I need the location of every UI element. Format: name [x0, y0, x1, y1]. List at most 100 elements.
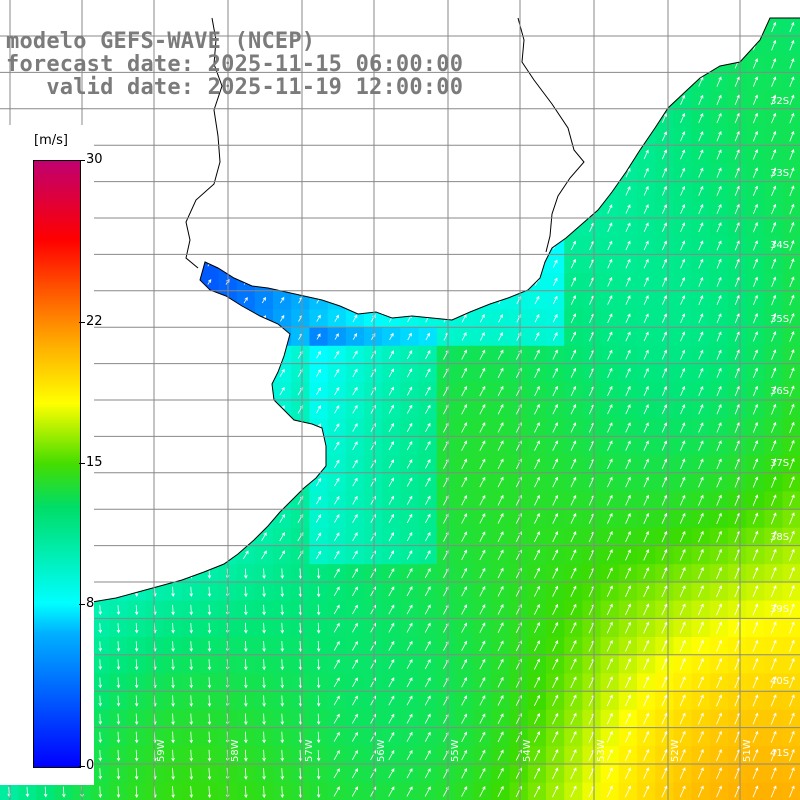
wind-arrow	[679, 621, 686, 634]
wind-arrow	[680, 276, 686, 287]
wind-arrow	[333, 749, 340, 761]
wind-arrow	[424, 567, 431, 579]
wind-arrow	[607, 422, 613, 433]
speed-cell	[418, 582, 438, 602]
wind-arrow	[789, 130, 795, 142]
wind-arrow	[552, 332, 558, 341]
wind-arrow	[424, 731, 431, 742]
speed-cell	[455, 473, 474, 492]
speed-cell	[309, 546, 329, 565]
wind-arrow	[643, 295, 649, 305]
wind-arrow	[461, 422, 468, 433]
wind-arrow	[625, 512, 631, 524]
wind-arrow	[716, 658, 722, 670]
speed-cell	[473, 655, 492, 674]
wind-arrow	[570, 494, 577, 506]
wind-arrow	[734, 149, 740, 160]
wind-arrow	[534, 385, 540, 397]
speed-cell	[527, 582, 547, 602]
wind-arrow	[734, 167, 740, 178]
wind-arrow	[734, 131, 740, 142]
wind-arrow	[771, 167, 777, 178]
river-border-east	[517, 17, 585, 253]
wind-arrow	[752, 676, 759, 689]
wind-arrow	[716, 639, 722, 652]
wind-arrow	[316, 405, 322, 414]
speed-cell	[491, 455, 511, 474]
wind-arrow	[389, 332, 394, 341]
coastline-main	[0, 17, 800, 621]
speed-cell	[527, 709, 547, 729]
longitude-label: 51W	[742, 739, 753, 762]
longitude-label: 52W	[670, 739, 681, 762]
wind-arrow	[424, 768, 431, 779]
wind-arrow	[315, 496, 322, 505]
speed-cell	[509, 691, 529, 711]
speed-cell	[564, 655, 583, 674]
speed-cell	[527, 491, 547, 511]
speed-cell	[782, 782, 800, 800]
wind-arrow	[352, 568, 358, 578]
wind-arrow	[789, 603, 795, 616]
speed-cell	[327, 309, 347, 329]
wind-arrow	[171, 767, 175, 780]
wind-arrow	[716, 295, 722, 305]
wind-arrow	[315, 532, 322, 541]
speed-cell	[327, 655, 347, 674]
wind-arrow	[406, 786, 413, 797]
wind-arrow	[789, 258, 795, 269]
wind-arrow	[771, 385, 777, 397]
speed-cell	[291, 509, 310, 529]
wind-arrow	[243, 296, 248, 304]
speed-cell	[473, 509, 492, 529]
wind-arrow	[98, 641, 103, 652]
speed-cell	[382, 637, 401, 656]
wind-arrow	[789, 331, 795, 342]
wind-arrow	[661, 694, 668, 707]
wind-arrow	[461, 313, 467, 323]
speed-cell	[455, 527, 474, 547]
wind-arrow	[406, 459, 413, 469]
wind-arrow	[388, 404, 394, 414]
wind-arrow	[43, 786, 48, 798]
speed-cell	[546, 382, 565, 401]
wind-arrow	[461, 476, 468, 488]
wind-arrow	[552, 313, 558, 323]
wind-arrow	[752, 494, 759, 506]
colorbar-unit: [m/s]	[34, 133, 68, 148]
wind-arrow	[679, 530, 686, 543]
wind-arrow	[425, 350, 431, 360]
wind-arrow	[752, 767, 759, 780]
title-forecast-date: forecast date: 2025-11-15 06:00:00	[6, 52, 464, 77]
speed-cell	[455, 382, 474, 401]
speed-cell	[509, 473, 529, 492]
speed-cell	[382, 746, 401, 765]
wind-arrow	[479, 713, 486, 724]
wind-arrow	[680, 131, 686, 142]
speed-cell	[382, 764, 401, 784]
speed-cell	[364, 400, 383, 420]
speed-cell	[582, 254, 602, 274]
speed-cell	[564, 618, 583, 638]
wind-arrow	[552, 767, 559, 780]
wind-arrow	[789, 349, 795, 361]
speed-cell	[509, 491, 529, 511]
wind-arrow	[752, 331, 758, 342]
speed-cell	[418, 455, 438, 474]
wind-arrow	[607, 276, 613, 287]
wind-arrow	[98, 749, 103, 762]
wind-arrow	[134, 786, 139, 799]
speed-cell	[491, 327, 511, 347]
wind-arrow	[752, 621, 759, 634]
speed-cell	[546, 364, 565, 383]
wind-arrow	[352, 459, 358, 469]
wind-arrow	[607, 404, 613, 415]
wind-arrow	[262, 713, 266, 726]
wind-arrow	[606, 694, 613, 707]
wind-arrow	[606, 785, 613, 798]
wind-arrow	[625, 276, 631, 287]
speed-cell	[364, 600, 383, 620]
wind-arrow	[643, 167, 649, 178]
speed-cell	[436, 418, 456, 438]
